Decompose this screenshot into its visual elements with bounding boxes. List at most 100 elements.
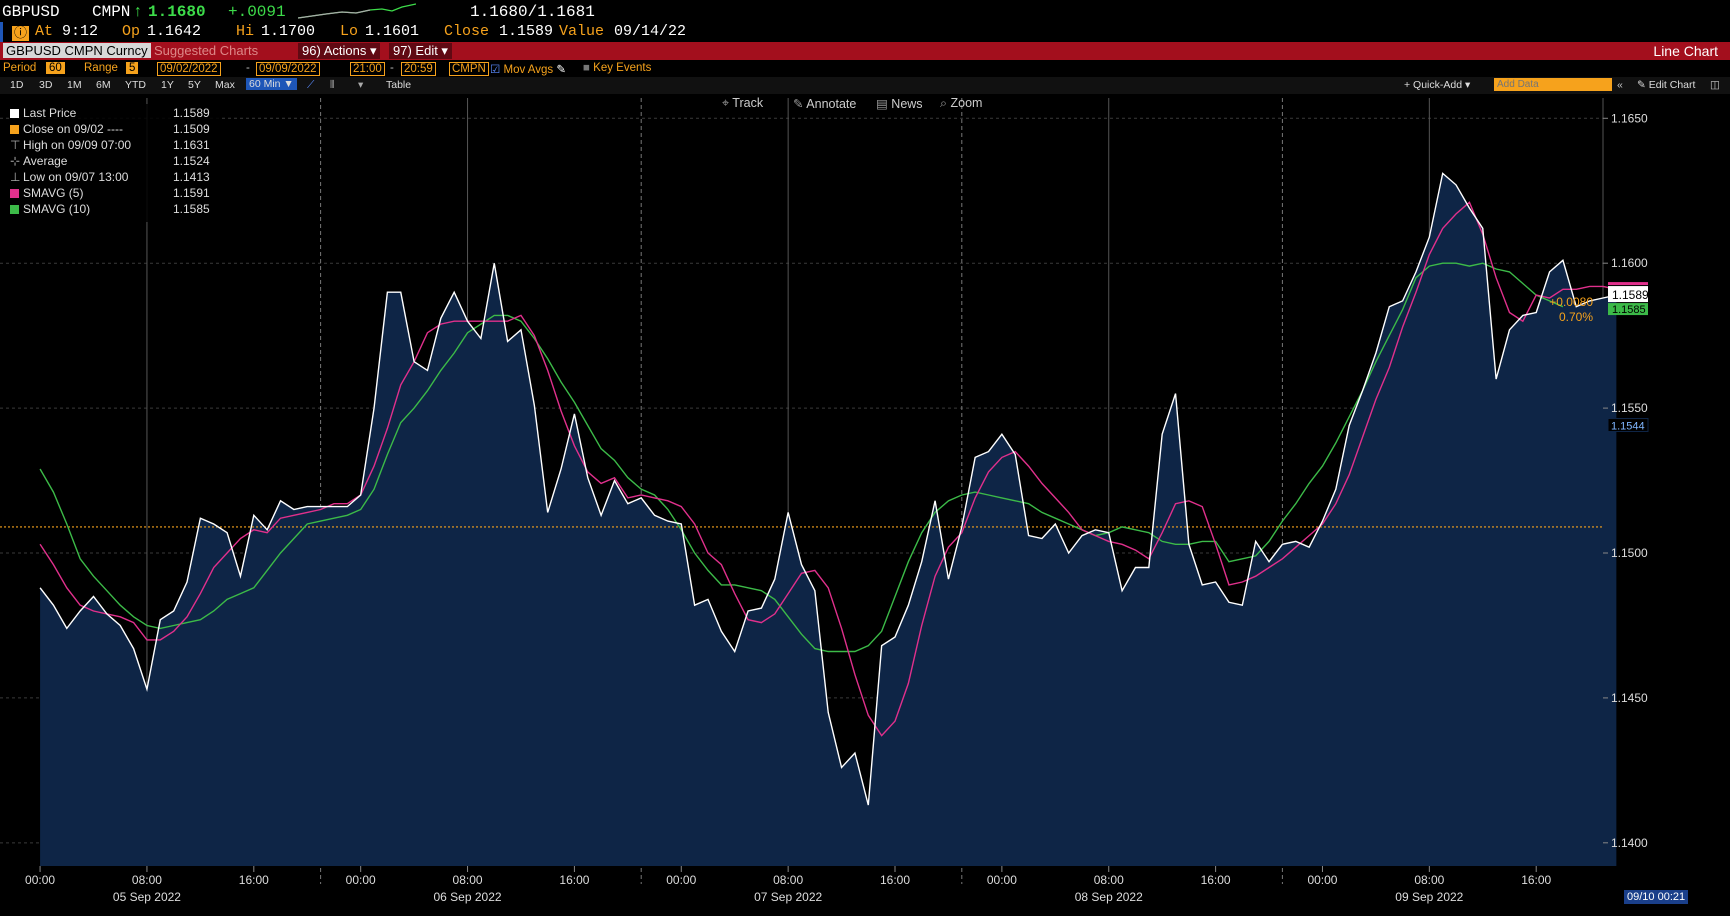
close-label: Close (444, 23, 490, 40)
period-toolbar: 1D 3D 1M 6M YTD 1Y 5Y Max 60 Min ▼ ⟋ ⫴ ▾… (0, 77, 1730, 94)
legend-high[interactable]: ⊤ High on 09/09 07:00 (10, 138, 132, 152)
news-button[interactable]: ▤ News (876, 97, 923, 111)
zoom-button[interactable]: ⌕ Zoom (940, 96, 983, 110)
value-label: Value (559, 23, 605, 40)
table-button[interactable]: Table (386, 79, 412, 91)
legend-low[interactable]: ⊥ Low on 09/07 13:00 (10, 170, 129, 184)
smavg-10-tag-bg (1608, 303, 1648, 316)
x-tick-label: 16:00 (880, 873, 910, 887)
chart-legend: Last Price 1.1589 Close on 09/02 ---- 1.… (10, 104, 220, 222)
low-marker-icon: ⊥ (10, 170, 21, 184)
key-events-checkbox[interactable]: ■ Key Events (583, 62, 652, 74)
average-marker-icon: ⊹ (10, 154, 21, 168)
price-chart[interactable]: 1.1650 1.1600 1.1550 1.1500 1.1450 1.1400 00:… (0, 94, 1730, 916)
ticker[interactable]: GBPUSD (2, 3, 60, 21)
legend-swatch-icon (10, 189, 19, 199)
period-button-ytd[interactable]: YTD (125, 79, 146, 91)
suggested-charts-link[interactable]: Suggested Charts (154, 43, 259, 58)
day-label: 08 Sep 2022 (1075, 890, 1143, 904)
legend-average[interactable]: ⊹ Average (10, 154, 68, 168)
chart-type-label: Line Chart (1653, 43, 1718, 59)
y-tick-label: 1.1600 (1611, 256, 1648, 270)
period-button-max[interactable]: Max (215, 79, 235, 91)
period-input[interactable]: 60 (46, 62, 65, 74)
annotate-button[interactable]: ✎ Annotate (793, 97, 857, 111)
day-label: 07 Sep 2022 (754, 890, 822, 904)
legend-value: 1.1631 (173, 138, 210, 152)
legend-swatch-icon (10, 205, 19, 215)
x-tick-label: 08:00 (1414, 873, 1444, 887)
y-tick-label: 1.1550 (1611, 401, 1648, 415)
smavg-5-marker (1608, 282, 1648, 286)
day-label: 09 Sep 2022 (1395, 890, 1463, 904)
date-from-input[interactable]: 09/02/2022 (157, 62, 221, 76)
pencil-icon: ✎ (1637, 79, 1646, 91)
close-price: 1.1589 (499, 23, 554, 40)
percent-change-label: 0.70% (1559, 310, 1593, 324)
date-separator: - (246, 62, 250, 74)
change-label: +0.0080 (1549, 295, 1593, 309)
header-quote-row: GBPUSD CMPN ↑ 1.1680 +.0091 1.1680/1.168… (0, 0, 1730, 22)
mov-avgs-checkbox[interactable]: ☑ Mov Avgs ✎ (490, 64, 567, 76)
last-price: 1.1680 (148, 3, 206, 21)
pin-icon[interactable]: ◫ (1710, 79, 1720, 91)
legend-smavg-10[interactable]: SMAVG (10) (10, 202, 90, 216)
period-button-6m[interactable]: 6M (96, 79, 111, 91)
open-price: 1.1642 (147, 23, 202, 40)
day-label: 05 Sep 2022 (113, 890, 181, 904)
last-price-tag-bg (1608, 286, 1648, 303)
x-tick-label: 00:00 (25, 873, 55, 887)
edit-menu[interactable]: 97) Edit ▾ (389, 43, 452, 59)
legend-close[interactable]: Close on 09/02 ---- (10, 122, 123, 136)
hi-label: Hi (236, 23, 255, 40)
time-from-input[interactable]: 21:00 (350, 62, 385, 76)
y-tick-label: 1.1400 (1611, 836, 1648, 850)
source-input[interactable]: CMPN (449, 62, 489, 76)
actions-menu[interactable]: 96) Actions ▾ (298, 43, 381, 59)
legend-value: 1.1591 (173, 186, 210, 200)
security-field[interactable]: GBPUSD CMPN Curncy (3, 43, 151, 58)
period-button-5y[interactable]: 5Y (188, 79, 201, 91)
x-tick-label: 16:00 (559, 873, 589, 887)
x-tick-label: 08:00 (773, 873, 803, 887)
legend-value: 1.1413 (173, 170, 210, 184)
low-price: 1.1601 (365, 23, 420, 40)
legend-smavg-5[interactable]: SMAVG (5) (10, 186, 83, 200)
collapse-icon[interactable]: « (1617, 79, 1623, 91)
track-button[interactable]: ⌖ Track (722, 96, 764, 110)
legend-last-price[interactable]: Last Price (10, 106, 76, 120)
period-button-1m[interactable]: 1M (67, 79, 82, 91)
header-stats-row: ⓘ At 9:12 Op 1.1642 Hi 1.1700 Lo 1.1601 … (0, 22, 1730, 42)
pencil-icon: ✎ (793, 97, 804, 111)
range-input[interactable]: 5 (126, 62, 139, 74)
x-tick-label: 00:00 (346, 873, 376, 887)
legend-value: 1.1509 (173, 122, 210, 136)
bar-style-icon[interactable]: ⫴ (330, 79, 335, 91)
x-tick-label: 08:00 (132, 873, 162, 887)
x-tick-label: 00:00 (1307, 873, 1337, 887)
time-to-input[interactable]: 20:59 (401, 62, 436, 76)
interval-dropdown[interactable]: 60 Min ▼ (246, 78, 297, 90)
smavg-10-line (39, 262, 1564, 653)
at-label: At (35, 23, 54, 40)
edit-chart-button[interactable]: ✎ Edit Chart (1637, 79, 1696, 91)
add-data-input[interactable] (1494, 78, 1612, 91)
x-tick-label: 00:00 (987, 873, 1017, 887)
line-style-icon[interactable]: ⟋ (307, 79, 315, 91)
period-button-1d[interactable]: 1D (10, 79, 24, 91)
last-price-tag: 1.1589 (1612, 288, 1649, 302)
time-separator: - (390, 62, 394, 74)
info-icon[interactable]: ⓘ (12, 26, 30, 41)
period-button-3d[interactable]: 3D (39, 79, 53, 91)
date-to-input[interactable]: 09/09/2022 (256, 62, 320, 76)
lo-label: Lo (340, 23, 359, 40)
crosshair-icon: ⌖ (722, 96, 730, 110)
y-axis: 1.1650 1.1600 1.1550 1.1500 1.1450 1.1400 (1603, 111, 1648, 850)
style-dropdown-icon[interactable]: ▾ (358, 79, 364, 91)
net-change: +.0091 (228, 3, 286, 21)
period-button-1y[interactable]: 1Y (161, 79, 174, 91)
quick-add-button[interactable]: + Quick-Add ▾ (1404, 79, 1471, 91)
legend-value: 1.1585 (173, 202, 210, 216)
x-tick-label: 16:00 (1521, 873, 1551, 887)
